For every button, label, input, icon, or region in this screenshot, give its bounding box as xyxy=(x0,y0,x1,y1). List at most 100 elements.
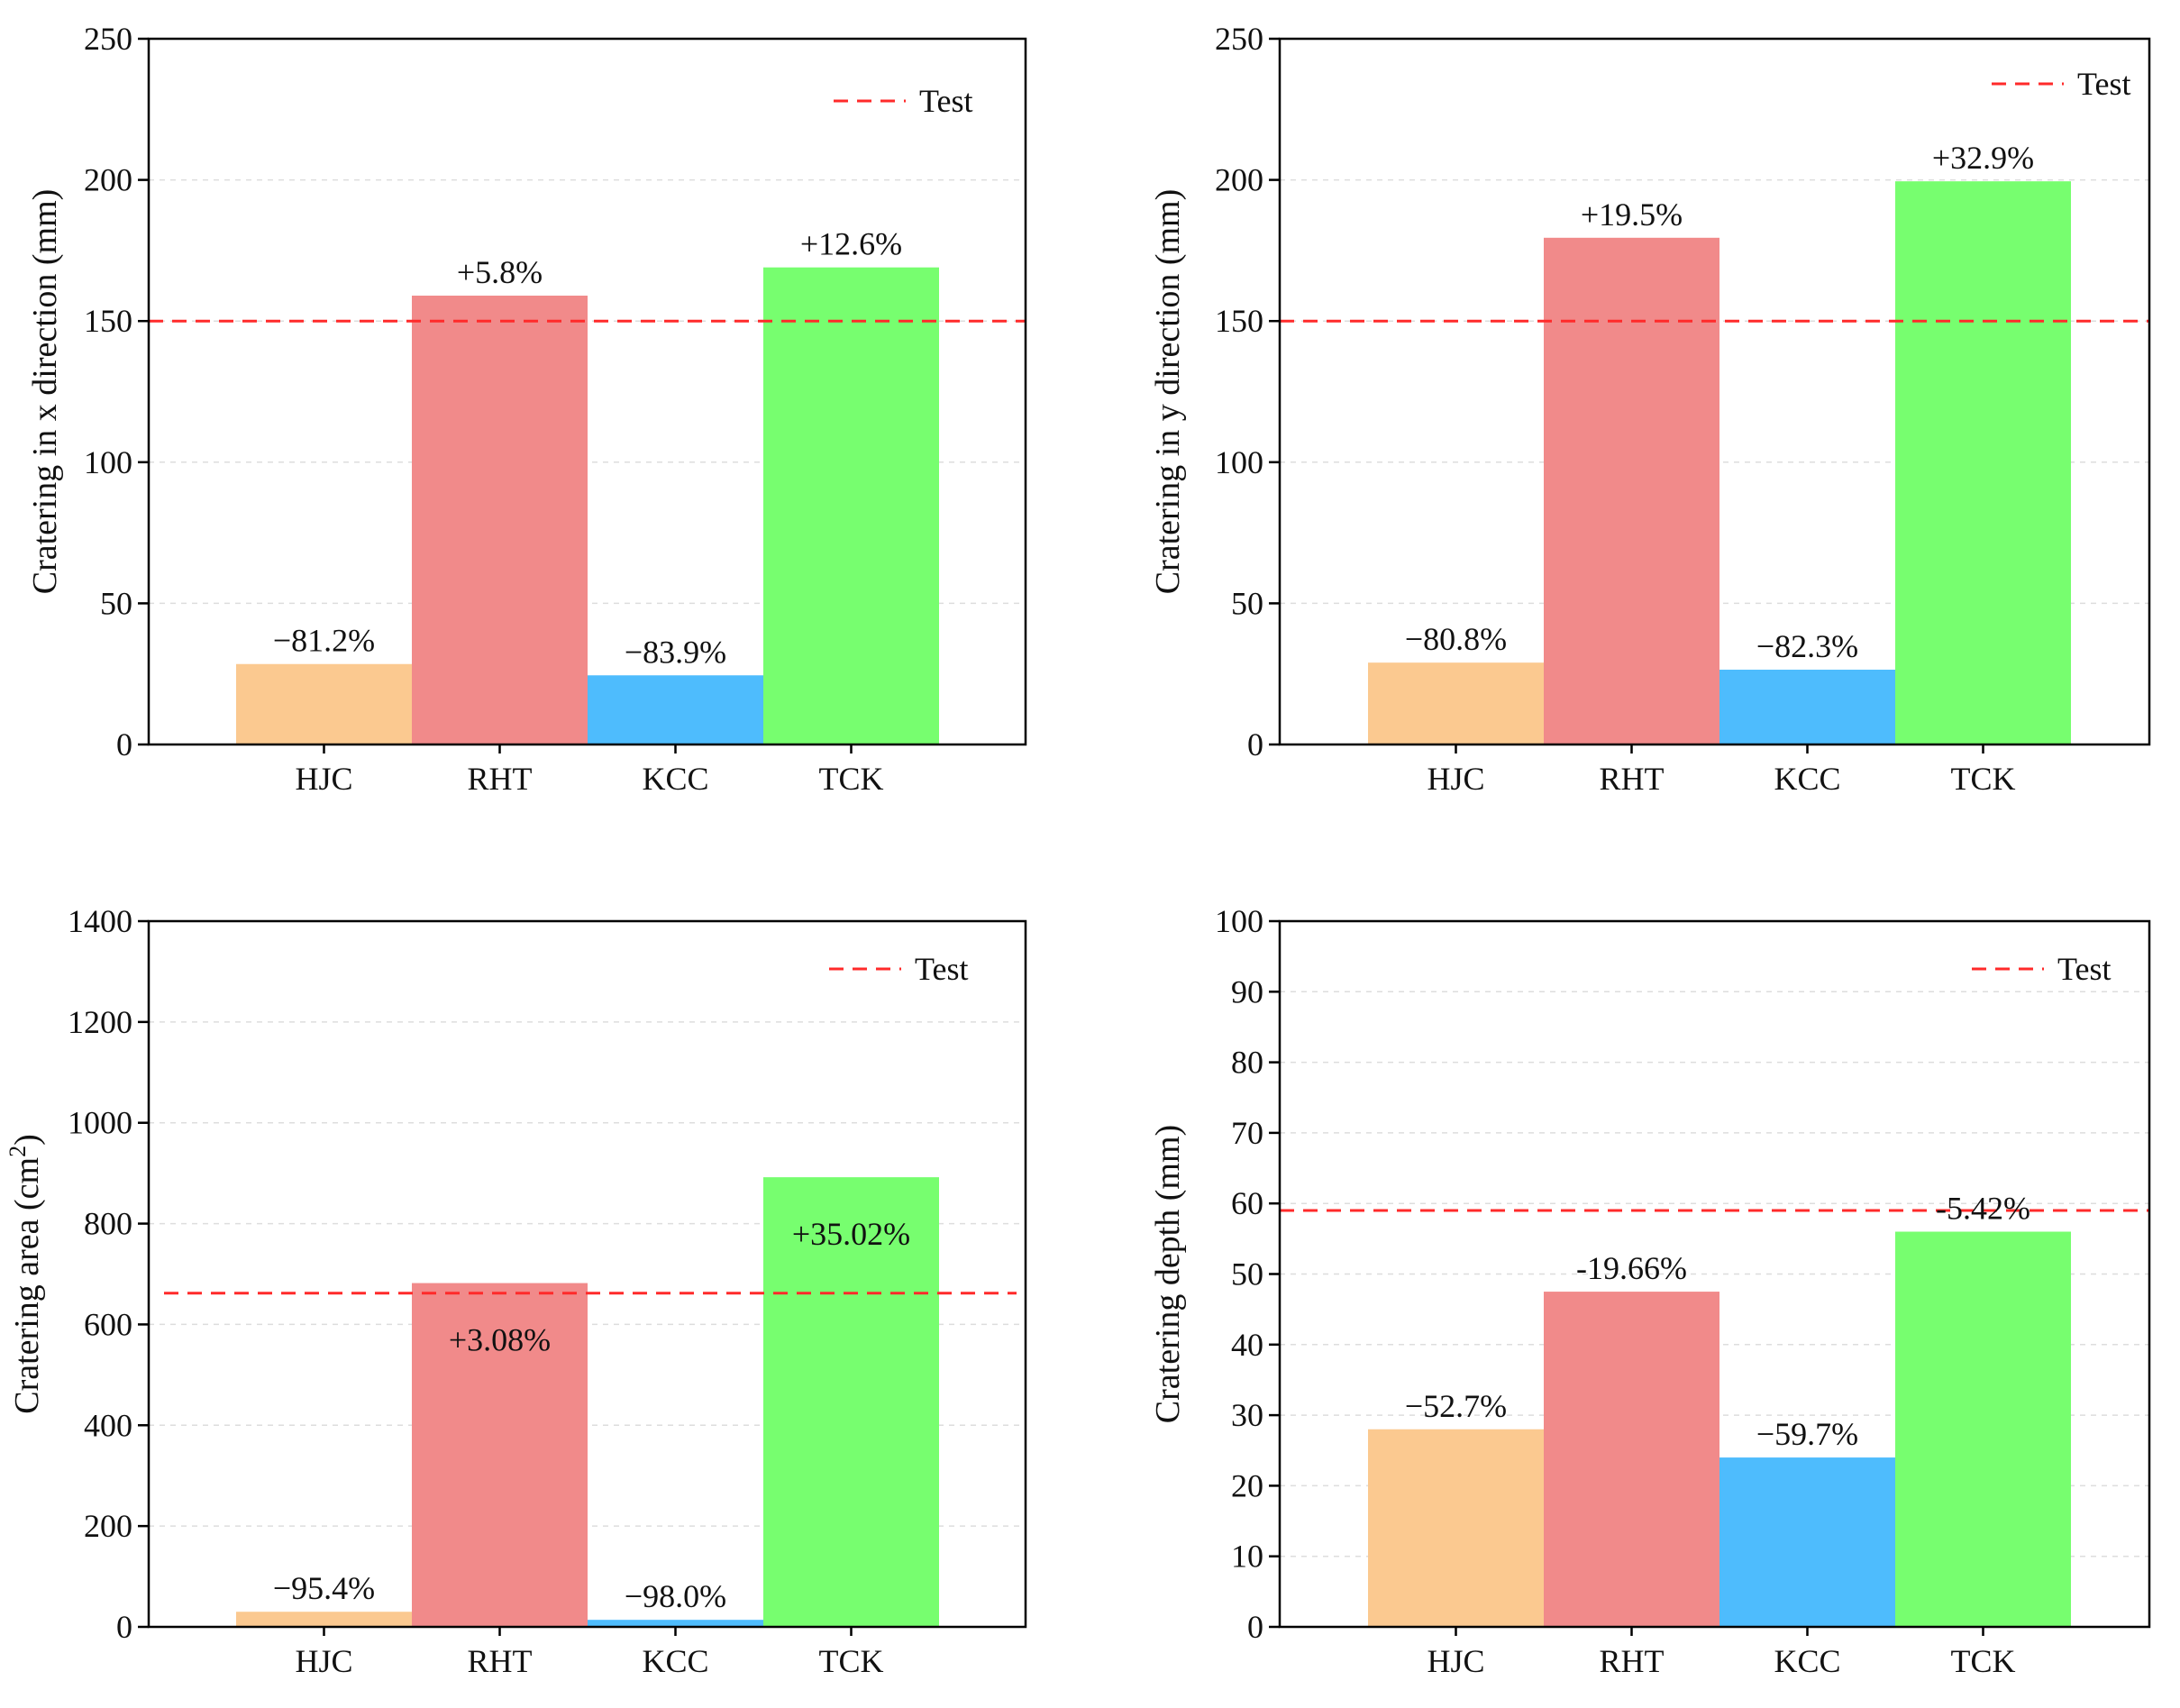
bar-hjc xyxy=(1368,1429,1544,1627)
bar-tck xyxy=(1895,1231,2071,1627)
y-tick-label: 0 xyxy=(1247,1609,1263,1645)
bar-value-label: −98.0% xyxy=(625,1578,726,1614)
bar-value-label: −59.7% xyxy=(1756,1416,1858,1452)
bar-value-label: +5.8% xyxy=(457,254,543,290)
y-tick-label: 50 xyxy=(1231,1256,1263,1292)
legend-label: Test xyxy=(919,83,972,119)
bar-value-label: +3.08% xyxy=(449,1322,551,1358)
bar-value-label: −80.8% xyxy=(1405,621,1507,657)
y-tick-label: 100 xyxy=(84,444,132,480)
bar-value-label: −95.4% xyxy=(273,1570,375,1606)
x-tick-label: TCK xyxy=(1951,1643,2016,1679)
legend: Test xyxy=(829,951,968,987)
bar-value-label: −83.9% xyxy=(625,634,726,670)
y-tick-label: 200 xyxy=(84,1508,132,1544)
y-tick-label: 100 xyxy=(1215,903,1263,939)
x-tick-label: TCK xyxy=(1951,761,2016,797)
bar-value-label: -19.66% xyxy=(1576,1250,1687,1286)
bar-tck xyxy=(763,1177,939,1627)
legend-label: Test xyxy=(2057,951,2111,987)
y-tick-label: 200 xyxy=(1215,162,1263,198)
x-tick-label: RHT xyxy=(1600,1643,1665,1679)
bar-kcc xyxy=(588,1620,763,1627)
x-tick-label: HJC xyxy=(1427,761,1484,797)
y-tick-label: 10 xyxy=(1231,1539,1263,1575)
y-tick-label: 250 xyxy=(1215,21,1263,57)
x-tick-label: KCC xyxy=(1774,1643,1840,1679)
y-tick-label: 90 xyxy=(1231,973,1263,1009)
legend: Test xyxy=(834,83,972,119)
x-tick-label: TCK xyxy=(819,1643,884,1679)
y-tick-label: 60 xyxy=(1231,1185,1263,1221)
plot-frame xyxy=(147,919,1027,1629)
y-tick-label: 0 xyxy=(1247,726,1263,763)
bar-rht xyxy=(1544,1292,1719,1627)
x-tick-label: HJC xyxy=(295,1643,352,1679)
y-tick-label: 30 xyxy=(1231,1397,1263,1433)
x-tick-label: KCC xyxy=(1774,761,1840,797)
y-tick-label: 20 xyxy=(1231,1467,1263,1503)
bar-rht xyxy=(412,296,588,744)
legend: Test xyxy=(1992,66,2130,102)
bar-value-label: +32.9% xyxy=(1932,140,2034,176)
y-tick-label: 1200 xyxy=(68,1004,132,1040)
x-tick-label: KCC xyxy=(642,761,708,797)
y-tick-label: 40 xyxy=(1231,1327,1263,1363)
y-tick-label: 50 xyxy=(1231,585,1263,621)
y-tick-label: 800 xyxy=(84,1206,132,1242)
y-axis-title-end: ) xyxy=(8,1134,46,1146)
legend-label: Test xyxy=(2077,66,2130,102)
y-tick-label: 0 xyxy=(116,1609,132,1645)
y-tick-label: 250 xyxy=(84,21,132,57)
y-axis-title: Cratering in x direction (mm) xyxy=(26,189,64,595)
bar-hjc xyxy=(236,663,412,744)
bar-value-label: −52.7% xyxy=(1405,1388,1507,1424)
bar-kcc xyxy=(588,675,763,744)
bar-value-label: +12.6% xyxy=(800,226,902,262)
y-axis-title: Cratering area (cm2) xyxy=(5,1134,47,1414)
bar-hjc xyxy=(236,1612,412,1627)
legend-label: Test xyxy=(915,951,968,987)
plot-frame xyxy=(1278,37,2151,746)
y-tick-label: 0 xyxy=(116,726,132,763)
bar-kcc xyxy=(1719,1457,1895,1627)
bar-rht xyxy=(1544,237,1719,744)
bar-tck xyxy=(1895,181,2071,744)
y-axis-title: Cratering in y direction (mm) xyxy=(1149,189,1187,595)
bar-value-label: -5.42% xyxy=(1936,1191,2030,1227)
y-axis-title-main: Cratering area (cm xyxy=(8,1157,46,1414)
x-tick-label: HJC xyxy=(295,761,352,797)
plot-frame xyxy=(147,37,1027,746)
bar-value-label: +19.5% xyxy=(1581,196,1683,233)
y-tick-label: 1000 xyxy=(68,1105,132,1141)
bar-value-label: +35.02% xyxy=(792,1216,910,1252)
y-tick-label: 80 xyxy=(1231,1045,1263,1081)
y-tick-label: 70 xyxy=(1231,1115,1263,1151)
x-tick-label: TCK xyxy=(819,761,884,797)
bar-rht xyxy=(412,1283,588,1627)
y-axis-title: Cratering depth (mm) xyxy=(1149,1125,1187,1423)
y-tick-label: 200 xyxy=(84,162,132,198)
y-tick-label: 150 xyxy=(84,303,132,339)
x-tick-label: HJC xyxy=(1427,1643,1484,1679)
chart-panel-2: 0 50 100 150 200 250 −80.8% +19.5% −82.3% +32.9% H… xyxy=(1149,21,2151,797)
y-tick-label: 150 xyxy=(1215,303,1263,339)
x-tick-label: KCC xyxy=(642,1643,708,1679)
bar-kcc xyxy=(1719,670,1895,744)
y-tick-label: 100 xyxy=(1215,444,1263,480)
bar-value-label: −82.3% xyxy=(1756,628,1858,664)
x-tick-label: RHT xyxy=(468,1643,533,1679)
chart-panel-3: 0 200 400 600 800 1000 1200 1400 −95.4% +3.08% −98… xyxy=(5,903,1027,1679)
chart-panel-1: 0 50 100 150 200 250 −81.2% +5.8% −83.9% +12.6% HJ… xyxy=(26,21,1027,797)
bar-tck xyxy=(763,267,939,744)
y-axis-title-superscript: 2 xyxy=(5,1146,31,1157)
bar-value-label: −81.2% xyxy=(273,623,375,659)
bar-hjc xyxy=(1368,662,1544,744)
chart-panel-4: 0 10 20 30 40 50 60 70 80 90 100 −52.7% -19.66% −59.7… xyxy=(1149,903,2151,1679)
y-tick-label: 400 xyxy=(84,1407,132,1443)
x-tick-label: RHT xyxy=(468,761,533,797)
y-tick-label: 600 xyxy=(84,1306,132,1342)
legend: Test xyxy=(1972,951,2111,987)
x-tick-label: RHT xyxy=(1600,761,1665,797)
